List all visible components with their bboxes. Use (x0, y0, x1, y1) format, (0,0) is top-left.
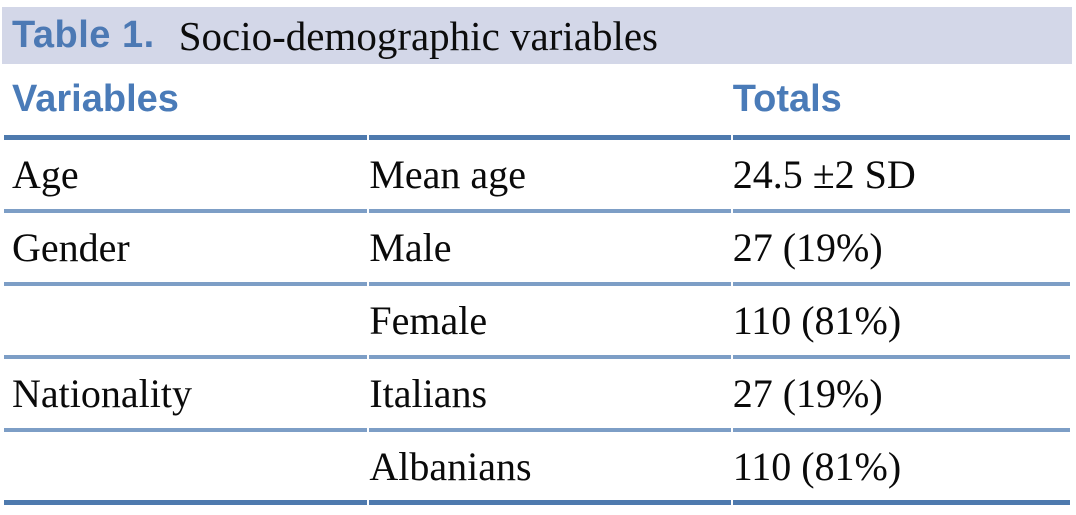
table-row: Nationality Italians 27 (19%) (4, 359, 1070, 432)
cell-total: 110 (81%) (732, 286, 1070, 359)
cell-variable (4, 432, 368, 505)
cell-total: 110 (81%) (732, 432, 1070, 505)
cell-category: Male (369, 213, 731, 286)
column-header-variables: Variables (4, 64, 368, 140)
table-caption-title: Socio-demographic variables (178, 12, 658, 59)
socio-demographic-table: Variables Totals Age Mean age 24.5 ±2 SD… (2, 64, 1072, 505)
cell-category: Italians (369, 359, 731, 432)
cell-total: 27 (19%) (732, 359, 1070, 432)
cell-category: Albanians (369, 432, 731, 505)
cell-variable: Nationality (4, 359, 368, 432)
table-caption-label: Table 1. (12, 14, 155, 56)
cell-variable: Age (4, 140, 368, 213)
table-row: Gender Male 27 (19%) (4, 213, 1070, 286)
cell-variable (4, 286, 368, 359)
table-row: Female 110 (81%) (4, 286, 1070, 359)
column-header-middle (369, 64, 731, 140)
header-row: Variables Totals (4, 64, 1070, 140)
cell-category: Female (369, 286, 731, 359)
table-row: Age Mean age 24.5 ±2 SD (4, 140, 1070, 213)
column-header-totals: Totals (732, 64, 1070, 140)
cell-variable: Gender (4, 213, 368, 286)
cell-total: 24.5 ±2 SD (732, 140, 1070, 213)
table-caption: Table 1. Socio-demographic variables (2, 7, 1072, 64)
cell-total: 27 (19%) (732, 213, 1070, 286)
table-row: Albanians 110 (81%) (4, 432, 1070, 505)
cell-category: Mean age (369, 140, 731, 213)
